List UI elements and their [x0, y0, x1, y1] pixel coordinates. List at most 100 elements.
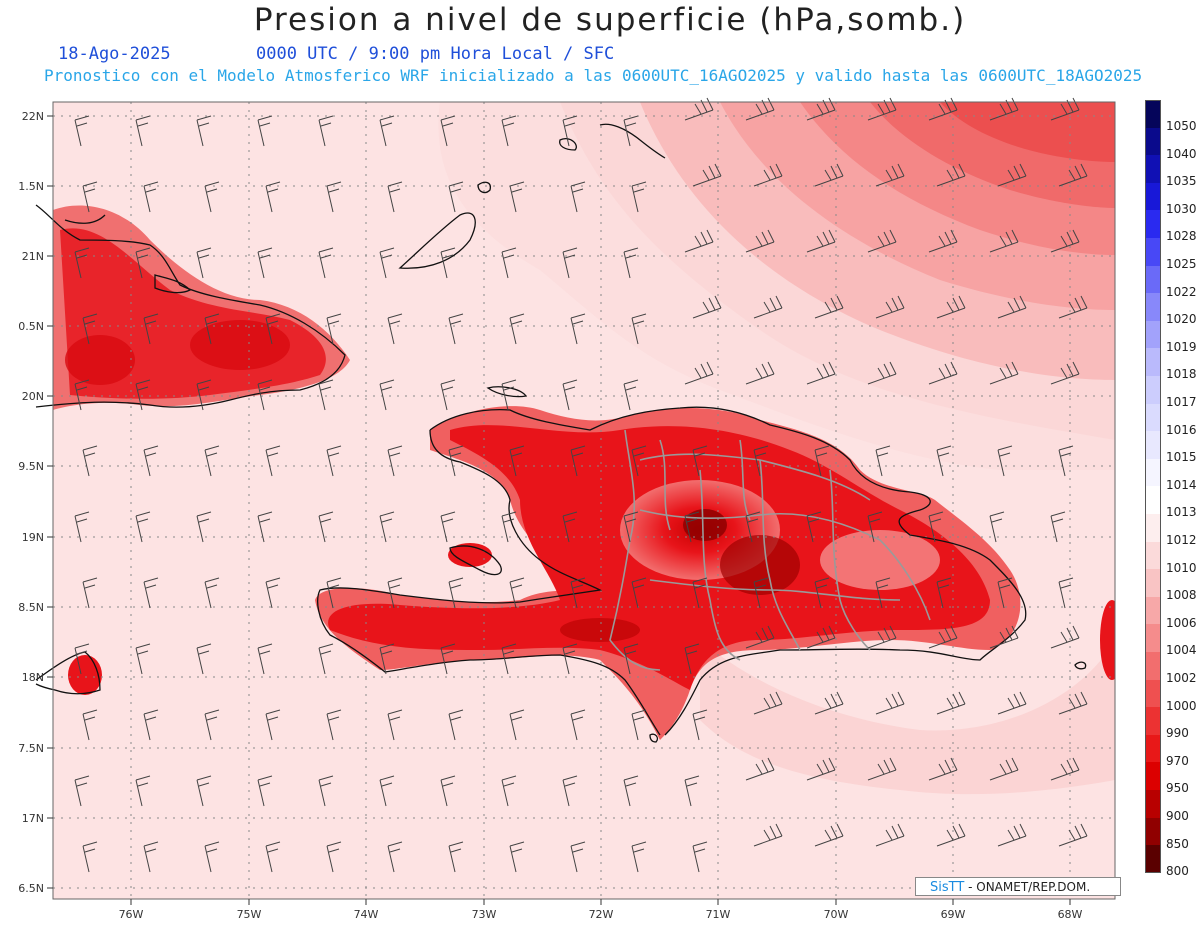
wind-barb [82, 445, 98, 477]
wind-barb [692, 163, 722, 187]
wind-barb [509, 841, 525, 873]
legend-swatch [1145, 514, 1161, 543]
wind-barb [257, 511, 273, 543]
wind-barb [936, 691, 966, 715]
wind-barb [196, 379, 212, 411]
wind-barb [501, 379, 517, 411]
legend-label: 1035 [1166, 174, 1197, 189]
wind-barb [806, 361, 836, 385]
wind-barb [326, 181, 342, 213]
brand-label: SisTT [930, 880, 965, 895]
axis-ticks [47, 115, 1071, 905]
wind-barb [440, 247, 456, 279]
wind-barb [692, 445, 708, 477]
wind-barb [570, 709, 586, 741]
wind-barb [753, 295, 783, 319]
wind-barb [623, 115, 639, 147]
wind-barb [814, 691, 844, 715]
wind-barb [74, 379, 90, 411]
wind-barb [997, 163, 1027, 187]
wind-barb [623, 775, 639, 807]
lat-label: 9.5N [18, 460, 44, 473]
wind-barb [684, 97, 714, 121]
wind-barb [989, 229, 1019, 253]
wind-barb [204, 313, 220, 345]
legend-swatch [1145, 403, 1161, 432]
wind-barb [989, 757, 1019, 781]
wind-barb [692, 295, 722, 319]
wind-barb [82, 841, 98, 873]
wind-barb [501, 247, 517, 279]
wind-barb [814, 163, 844, 187]
wind-barb [562, 115, 578, 147]
wind-barb [867, 511, 883, 543]
wind-barb [196, 247, 212, 279]
wind-barb [501, 511, 517, 543]
wind-barb [379, 643, 395, 675]
wind-barb [257, 379, 273, 411]
wind-barb [448, 313, 464, 345]
wind-barb [387, 181, 403, 213]
wind-barb [379, 775, 395, 807]
wind-barb [379, 511, 395, 543]
wind-barb [806, 625, 836, 649]
wind-barb [997, 577, 1013, 609]
axis-labels: 22N 1.5N 21N 0.5N 20N 9.5N 19N 8.5N 18N … [18, 110, 1082, 921]
wind-barb [440, 511, 456, 543]
lon-label: 68W [1058, 908, 1083, 921]
wind-barb [509, 181, 525, 213]
legend-label: 1013 [1166, 505, 1197, 520]
legend-swatch [1145, 652, 1161, 681]
wind-barb [745, 229, 775, 253]
lat-label: 7.5N [18, 742, 44, 755]
wind-barb [997, 823, 1027, 847]
wind-barb [814, 577, 830, 609]
legend-swatch [1145, 458, 1161, 487]
wind-barb [143, 313, 159, 345]
legend-label: 1022 [1166, 284, 1197, 299]
legend-label: 1002 [1166, 671, 1197, 685]
wind-barb [257, 247, 273, 279]
wind-barb [448, 445, 464, 477]
wind-barb [1058, 691, 1088, 715]
coastlines [35, 123, 1087, 743]
legend-label: 1015 [1166, 450, 1197, 465]
legend-swatch [1145, 238, 1161, 267]
wind-barb [936, 823, 966, 847]
wind-barb [684, 643, 700, 675]
wind-barb [440, 775, 456, 807]
wind-barb [875, 823, 905, 847]
wind-barb [387, 709, 403, 741]
wind-barb [509, 709, 525, 741]
wind-barb [631, 313, 647, 345]
legend-swatch [1145, 320, 1161, 349]
wind-barb [265, 577, 281, 609]
wind-barb [1058, 163, 1088, 187]
wind-barb [806, 97, 836, 121]
bahamas-6 [64, 214, 106, 224]
bahamas-5 [154, 274, 192, 294]
wind-barb [204, 841, 220, 873]
wind-barb [326, 709, 342, 741]
wind-barb [135, 247, 151, 279]
wind-barb [318, 247, 334, 279]
wind-barb [875, 163, 905, 187]
lat-label: 18N [22, 671, 44, 684]
wind-barb [745, 625, 775, 649]
legend-swatch [1145, 541, 1161, 570]
wind-barb [989, 511, 1005, 543]
lon-label: 75W [237, 908, 262, 921]
legend-swatch [1145, 707, 1161, 736]
legend-swatch [1145, 155, 1161, 184]
wind-barb [684, 361, 714, 385]
wind-barb [135, 643, 151, 675]
legend-label: 800 [1166, 864, 1189, 879]
wind-barb [623, 379, 639, 411]
lat-label: 0.5N [18, 320, 44, 333]
legend-label: 1017 [1166, 395, 1197, 409]
bahamas-1 [398, 212, 476, 269]
legend-label: 990 [1166, 726, 1189, 741]
wind-barbs [74, 97, 1088, 873]
wind-barb [1050, 361, 1080, 385]
